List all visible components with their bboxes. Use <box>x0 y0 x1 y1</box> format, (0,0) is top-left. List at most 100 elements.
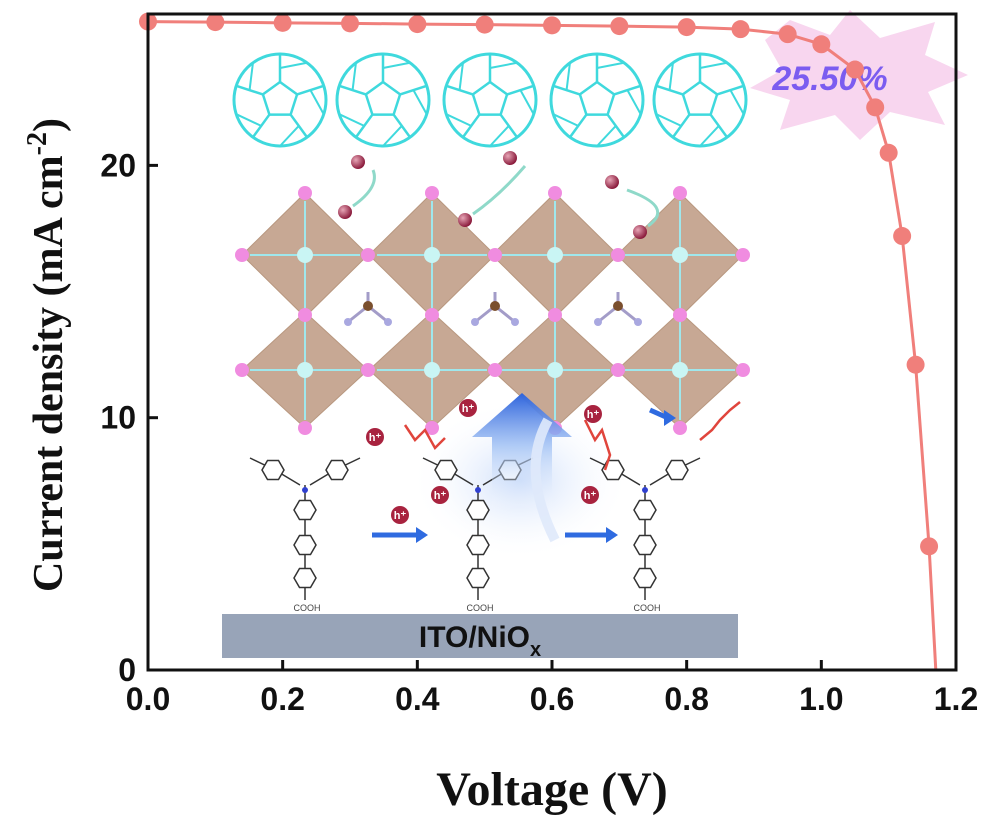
device-schematic: ITO/NiOx COOH COOH COOH h⁺ h⁺ h⁺ h⁺ h⁺ h⁺ 25.50… <box>222 10 968 661</box>
metal-atom <box>424 247 440 263</box>
fullerene-edge <box>716 84 745 96</box>
fullerene-edge <box>568 113 588 138</box>
fullerene-edge <box>382 61 411 69</box>
halide-atom <box>611 248 625 262</box>
halide-atom <box>235 363 249 377</box>
lateral-arrows <box>372 407 676 543</box>
nitrogen-atom <box>302 487 308 493</box>
x-tick-label: 0.0 <box>126 681 170 717</box>
cation-carbon <box>613 301 623 311</box>
benzene-ring <box>434 459 458 481</box>
y-tick-label: 10 <box>100 400 136 436</box>
fullerene-pentagon <box>681 80 719 116</box>
data-point <box>778 25 797 44</box>
curved-transfer-arrow <box>530 417 560 543</box>
data-point <box>543 16 561 35</box>
fullerene-edge <box>655 113 682 127</box>
cation-nitrogen <box>471 318 479 326</box>
data-point <box>920 537 939 556</box>
halide-atom <box>298 421 312 435</box>
data-point <box>341 14 359 33</box>
hole <box>584 405 602 423</box>
lateral-arrow-head <box>606 527 618 543</box>
fullerene-edge <box>596 125 617 147</box>
fullerene-edge <box>251 113 271 138</box>
fullerene-row <box>232 52 748 148</box>
halide-atom <box>548 186 562 200</box>
nitrogen-atom <box>642 487 648 493</box>
fullerene-edge <box>668 62 674 91</box>
electron <box>605 175 619 189</box>
benzene-ring <box>633 534 657 556</box>
x-tick-label: 1.2 <box>934 681 978 717</box>
fullerene-edge <box>699 125 720 147</box>
lateral-arrow-head <box>664 410 676 426</box>
hole-label: h⁺ <box>462 403 475 415</box>
transfer-arrow <box>626 188 660 228</box>
benzene-ring <box>466 534 490 556</box>
halide-atom <box>425 308 439 322</box>
data-point <box>206 13 225 32</box>
alkyl-chain <box>699 401 741 441</box>
benzene-ring <box>293 567 317 589</box>
x-tick-label: 0.6 <box>530 681 574 717</box>
alkyl-chain <box>583 419 612 471</box>
data-point <box>273 13 292 32</box>
electron-transfer-markers <box>338 151 660 239</box>
cation-nitrogen <box>594 318 602 326</box>
fullerene-edge <box>489 61 518 69</box>
metal-atom <box>297 247 313 263</box>
benzene-ring <box>293 534 317 556</box>
fullerene-edge <box>445 113 472 127</box>
fullerene-edge <box>279 125 300 147</box>
fullerene-edge <box>279 61 308 69</box>
series-layer <box>139 12 939 671</box>
fullerene-edge <box>248 62 254 91</box>
x-tick-label: 0.2 <box>260 681 304 717</box>
y-tick-label: 0 <box>118 652 136 688</box>
benzene-ring <box>466 499 490 521</box>
hole <box>391 506 409 524</box>
halide-atom <box>488 248 502 262</box>
halide-atom <box>361 363 375 377</box>
hole-label: h⁺ <box>587 409 600 421</box>
halide-atom <box>298 186 312 200</box>
fullerene-pentagon <box>578 80 616 116</box>
halide-atom <box>673 308 687 322</box>
data-point <box>879 143 898 162</box>
fullerene-edge <box>671 113 691 138</box>
fullerene-edge <box>506 84 535 96</box>
cation-carbon <box>363 301 373 311</box>
cation-nitrogen <box>384 318 392 326</box>
fullerene-pentagon <box>261 80 299 116</box>
hole-label: h⁺ <box>584 490 597 502</box>
cooh-label: COOH <box>634 603 661 613</box>
efficiency-label: 25.50% <box>771 60 887 98</box>
data-point <box>475 15 494 34</box>
fullerene-edge <box>565 62 571 91</box>
data-point <box>812 35 831 54</box>
lateral-arrow-head <box>416 527 428 543</box>
hole-label: h⁺ <box>394 510 407 522</box>
hole-label: h⁺ <box>434 490 447 502</box>
fullerene-edge <box>489 125 510 147</box>
alkyl-chain <box>403 424 446 451</box>
y-axis: 0 10 20 <box>100 147 158 688</box>
fullerene-edge <box>354 113 374 138</box>
data-point <box>408 15 427 34</box>
perovskite-lattice <box>235 186 750 435</box>
y-axis-title: Current density (mA cm-2) <box>22 118 72 592</box>
halide-atom <box>673 186 687 200</box>
metal-atom <box>672 362 688 378</box>
x-tick-label: 0.4 <box>395 681 440 717</box>
halide-atom <box>235 248 249 262</box>
fullerene-edge <box>519 89 535 115</box>
fullerene-edge <box>382 125 403 147</box>
metal-atom <box>424 362 440 378</box>
fullerene-edge <box>626 89 642 115</box>
halide-atom <box>611 363 625 377</box>
x-axis-title: Voltage (V) <box>436 763 668 816</box>
fullerene-edge <box>296 84 325 96</box>
nitrogen-atom <box>475 487 481 493</box>
